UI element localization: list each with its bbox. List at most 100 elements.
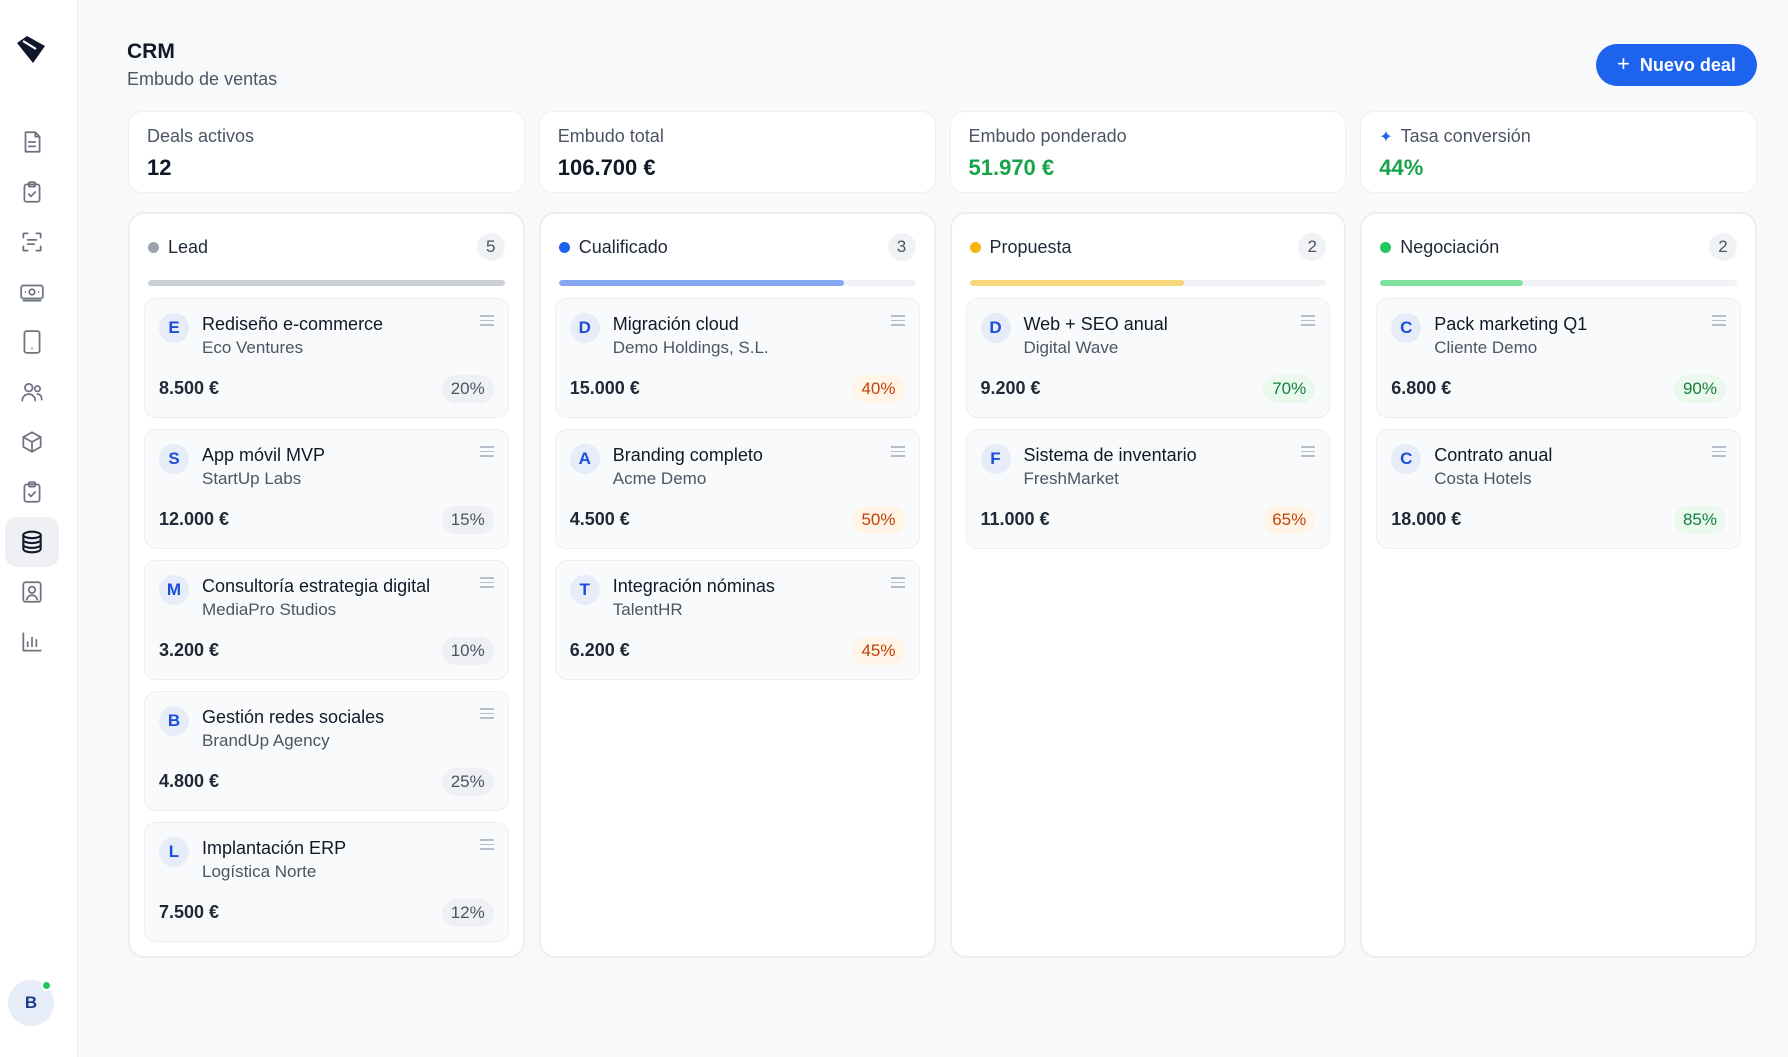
column-title: Propuesta xyxy=(989,236,1072,257)
column-count-badge: 5 xyxy=(476,233,505,261)
deal-card[interactable]: B Gestión redes sociales BrandUp Agency 4.8… xyxy=(144,691,509,811)
drag-handle-icon[interactable] xyxy=(1712,446,1726,460)
column-progress-bar xyxy=(1380,280,1737,286)
column-count-badge: 2 xyxy=(1709,233,1737,261)
deal-card[interactable]: E Rediseño e-commerce Eco Ventures 8.500 € 2… xyxy=(144,298,509,418)
stat-card: Embudo ponderado 51.970 € xyxy=(949,111,1347,193)
deal-title: Integración nóminas xyxy=(612,576,775,596)
sidebar-item-clipboard-check-2[interactable] xyxy=(5,467,59,517)
sidebar-item-contact[interactable] xyxy=(5,567,59,617)
sidebar-item-users[interactable] xyxy=(5,367,59,417)
stat-card: ✦ Tasa conversión 44% xyxy=(1360,111,1757,193)
sidebar-item-package[interactable] xyxy=(5,417,59,467)
deal-card[interactable]: T Integración nóminas TalentHR 6.200 € 45% xyxy=(554,560,920,680)
logo-icon[interactable] xyxy=(14,33,48,67)
pipeline-column-propuesta: Propuesta 2 D Web + SEO anual Digital Wave 9.… xyxy=(949,212,1347,958)
drag-handle-icon[interactable] xyxy=(890,577,905,591)
column-count-badge: 3 xyxy=(887,233,916,261)
drag-handle-icon[interactable] xyxy=(479,315,494,329)
deal-card[interactable]: C Contrato anual Costa Hotels 18.000 € 85% xyxy=(1376,429,1741,549)
deal-card[interactable]: S App móvil MVP StartUp Labs 12.000 € 15% xyxy=(144,429,509,549)
sidebar-item-database[interactable] xyxy=(5,517,59,567)
deal-company: Costa Hotels xyxy=(1434,469,1532,488)
sidebar-item-bar-chart[interactable] xyxy=(5,617,59,667)
drag-handle-icon[interactable] xyxy=(890,315,905,329)
column-title: Negociación xyxy=(1400,236,1500,257)
database-icon xyxy=(22,530,42,554)
stat-label-text: Embudo total xyxy=(557,126,664,146)
deal-avatar: M xyxy=(159,575,189,605)
stage-dot xyxy=(148,241,159,253)
deal-amount: 3.200 € xyxy=(159,640,220,660)
pipeline-board: Lead 5 E Rediseño e-commerce Eco Ventures 8.5… xyxy=(128,212,1757,958)
deal-avatar: T xyxy=(569,575,600,605)
stat-value: 44% xyxy=(1379,155,1424,180)
stat-value: 12 xyxy=(147,155,172,180)
deal-title: Gestión redes sociales xyxy=(202,707,385,727)
drag-handle-icon[interactable] xyxy=(1712,315,1726,329)
deal-probability-badge: 40% xyxy=(852,375,905,403)
drag-handle-icon[interactable] xyxy=(890,446,905,460)
deal-company: Acme Demo xyxy=(612,469,707,488)
drag-handle-icon[interactable] xyxy=(479,446,494,460)
avatar[interactable]: B xyxy=(8,980,54,1026)
stage-dot xyxy=(969,241,981,253)
drag-handle-icon[interactable] xyxy=(479,708,494,722)
column-count-badge: 2 xyxy=(1298,233,1327,261)
deal-title: Consultoría estrategia digital xyxy=(202,576,431,596)
scan-text-icon xyxy=(22,232,42,252)
stat-value: 51.970 € xyxy=(968,155,1055,180)
stat-value: 106.700 € xyxy=(557,155,656,180)
deal-avatar: C xyxy=(1391,313,1422,343)
pipeline-column-lead: Lead 5 E Rediseño e-commerce Eco Ventures 8.5… xyxy=(128,212,525,958)
column-progress-fill xyxy=(148,280,505,286)
deal-avatar: C xyxy=(1391,444,1422,474)
deal-amount: 6.800 € xyxy=(1391,378,1452,398)
stat-label: Embudo total xyxy=(558,126,917,147)
users-icon xyxy=(21,383,43,402)
deal-probability-badge: 10% xyxy=(441,637,494,665)
deal-card[interactable]: D Web + SEO anual Digital Wave 9.200 € 70% xyxy=(965,298,1331,418)
sidebar-item-document[interactable] xyxy=(5,117,59,167)
stat-card: Deals activos 12 xyxy=(128,111,525,193)
deal-avatar: L xyxy=(159,837,189,867)
column-progress-fill xyxy=(969,280,1184,286)
deal-probability-badge: 50% xyxy=(852,506,905,534)
stat-label-text: Tasa conversión xyxy=(1400,126,1531,146)
deal-avatar: E xyxy=(159,313,189,343)
deal-card[interactable]: C Pack marketing Q1 Cliente Demo 6.800 € 90% xyxy=(1376,298,1741,418)
deal-company: BrandUp Agency xyxy=(202,731,330,750)
deal-card[interactable]: A Branding completo Acme Demo 4.500 € 50% xyxy=(554,429,920,549)
clipboard-check-2-icon xyxy=(23,481,41,503)
pipeline-column-cualificado: Cualificado 3 D Migración cloud Demo Holding… xyxy=(538,212,936,958)
online-status-dot xyxy=(41,980,52,991)
deal-company: TalentHR xyxy=(612,600,683,619)
deal-title: Implantación ERP xyxy=(202,838,347,858)
deal-title: App móvil MVP xyxy=(202,445,326,465)
deal-card[interactable]: D Migración cloud Demo Holdings, S.L. 15.00… xyxy=(554,298,920,418)
stat-card: Embudo total 106.700 € xyxy=(538,111,936,193)
deal-probability-badge: 25% xyxy=(441,768,494,796)
drag-handle-icon[interactable] xyxy=(1301,446,1316,460)
sidebar-item-banknote[interactable] xyxy=(5,267,59,317)
sidebar-item-clipboard-check[interactable] xyxy=(5,167,59,217)
deal-card[interactable]: F Sistema de inventario FreshMarket 11.000 … xyxy=(965,429,1331,549)
new-deal-button[interactable]: + Nuevo deal xyxy=(1596,44,1757,86)
deal-probability-badge: 20% xyxy=(441,375,494,403)
drag-handle-icon[interactable] xyxy=(479,839,494,853)
contact-icon xyxy=(22,581,42,603)
sidebar-item-tablet[interactable] xyxy=(5,317,59,367)
deal-title: Sistema de inventario xyxy=(1023,445,1197,465)
drag-handle-icon[interactable] xyxy=(479,577,494,591)
pipeline-column-negociación: Negociación 2 C Pack marketing Q1 Cliente De… xyxy=(1360,212,1757,958)
deal-title: Contrato anual xyxy=(1434,445,1553,465)
sidebar-item-scan-text[interactable] xyxy=(5,217,59,267)
deal-amount: 4.500 € xyxy=(569,509,630,529)
deal-title: Web + SEO anual xyxy=(1023,314,1168,334)
deal-card[interactable]: M Consultoría estrategia digital MediaPro … xyxy=(144,560,509,680)
drag-handle-icon[interactable] xyxy=(1301,315,1316,329)
deal-company: MediaPro Studios xyxy=(202,600,337,619)
deal-card[interactable]: L Implantación ERP Logística Norte 7.500 € 1… xyxy=(144,822,509,942)
column-progress-bar xyxy=(969,280,1327,286)
deal-amount: 6.200 € xyxy=(569,640,630,660)
